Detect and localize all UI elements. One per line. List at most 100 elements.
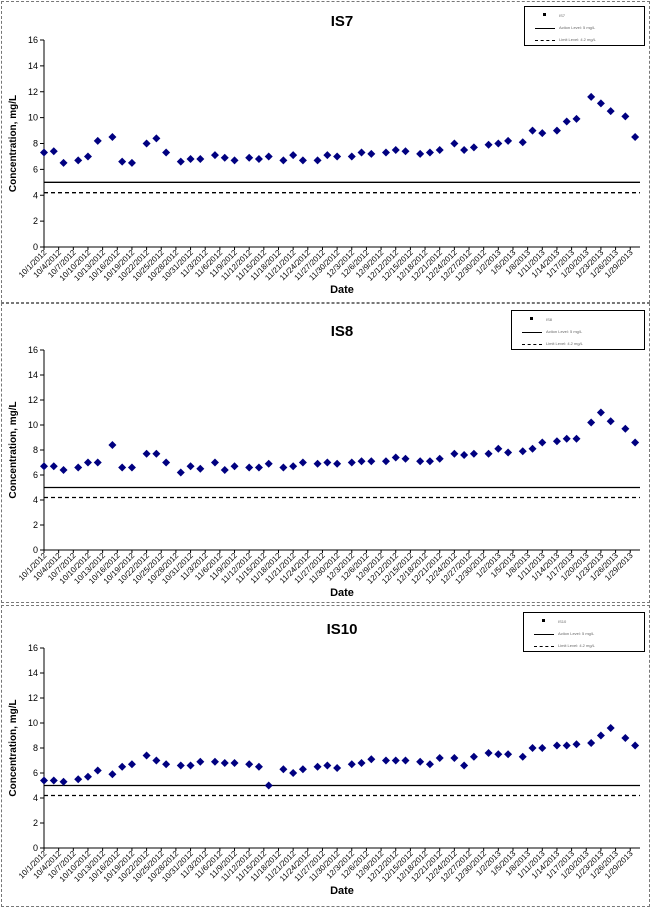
legend-label: Action Level: 5 mg/L [558, 631, 595, 636]
legend-swatch [542, 619, 545, 622]
data-point [74, 463, 83, 472]
y-tick-label: 12 [28, 693, 38, 703]
data-point [606, 107, 615, 116]
data-point [83, 458, 92, 467]
data-point [152, 449, 161, 458]
data-point [298, 458, 307, 467]
data-point [279, 765, 288, 774]
data-point [357, 148, 366, 157]
data-point [460, 451, 469, 459]
data-point [347, 760, 356, 769]
data-point [572, 434, 581, 443]
x-axis-label: Date [330, 284, 354, 296]
legend-item-series: IS7 [529, 11, 640, 21]
data-point [264, 781, 273, 790]
data-point [142, 751, 151, 760]
data-point [333, 764, 342, 772]
data-point [631, 741, 640, 750]
data-point [176, 157, 185, 166]
chart-title: IS8 [331, 323, 354, 340]
data-point [528, 444, 537, 453]
chart-legend: IS7 Action Level: 5 mg/L Limit Level: 4.2 … [524, 6, 645, 46]
data-point [518, 752, 527, 761]
data-point [401, 756, 410, 765]
data-point [298, 765, 307, 774]
data-point [552, 741, 561, 750]
data-point [484, 749, 493, 757]
data-point [518, 138, 527, 147]
data-point [504, 136, 513, 145]
data-point [347, 458, 356, 467]
data-point [142, 449, 151, 458]
data-point [196, 464, 205, 473]
data-point [220, 153, 229, 162]
data-point [528, 126, 537, 135]
data-point [367, 149, 376, 158]
data-point [425, 457, 434, 466]
data-point [323, 761, 332, 770]
data-point [621, 112, 630, 121]
legend-label: Action Level: 5 mg/L [559, 25, 596, 30]
data-point [108, 770, 117, 779]
y-tick-label: 4 [33, 793, 38, 803]
data-point [347, 152, 356, 161]
data-point [357, 457, 366, 466]
y-tick-label: 14 [28, 668, 38, 678]
data-point [572, 114, 581, 123]
data-point [381, 148, 390, 157]
data-point [108, 133, 117, 142]
data-point [401, 147, 410, 156]
data-point [196, 155, 205, 164]
chart-panel-3: IS10 0 2 4 6 8 10 12 14 16 Concentration, mg/L 10/1… [1, 605, 650, 907]
data-point [230, 462, 239, 471]
y-axis-label: Concentration, mg/L [8, 401, 19, 498]
chart-panel-2: IS8 0 2 4 6 8 10 12 14 16 Concentration, mg/L 10/1/… [1, 303, 650, 603]
data-point [484, 449, 493, 458]
legend-swatch [534, 634, 554, 635]
data-point [230, 156, 239, 165]
data-point [469, 752, 478, 761]
data-point [606, 417, 615, 426]
data-point [289, 151, 298, 160]
data-point [528, 744, 537, 752]
data-point [621, 734, 630, 742]
data-point [40, 148, 48, 157]
data-point [127, 158, 136, 167]
data-point [74, 775, 83, 784]
data-point [162, 148, 171, 157]
data-point [494, 750, 503, 759]
legend-label: Limit Level: 4.2 mg/L [559, 37, 596, 42]
data-point [450, 449, 459, 458]
data-point [391, 453, 400, 462]
data-point [450, 754, 459, 762]
y-tick-label: 10 [28, 113, 38, 123]
data-point [118, 157, 127, 166]
data-point [289, 769, 298, 777]
data-point [313, 156, 322, 165]
data-point [254, 155, 263, 164]
legend-swatch [530, 317, 533, 320]
data-point [313, 762, 322, 771]
data-point [469, 143, 478, 152]
data-point [333, 152, 342, 161]
data-point [538, 438, 547, 447]
data-point [245, 760, 254, 769]
data-point [587, 418, 596, 427]
data-point [323, 458, 332, 467]
data-point [245, 153, 254, 162]
data-point [93, 136, 102, 145]
data-point [59, 777, 68, 786]
y-axis-label: Concentration, mg/L [8, 95, 19, 192]
data-point [186, 155, 195, 164]
legend-label: IS7 [559, 13, 566, 18]
data-point [606, 724, 615, 732]
data-point [49, 776, 58, 785]
data-point [469, 449, 478, 458]
y-tick-label: 10 [28, 718, 38, 728]
y-tick-label: 0 [33, 545, 38, 555]
y-tick-label: 16 [28, 35, 38, 45]
chart-title: IS10 [327, 621, 358, 638]
data-point [562, 434, 571, 443]
data-point [357, 759, 366, 767]
